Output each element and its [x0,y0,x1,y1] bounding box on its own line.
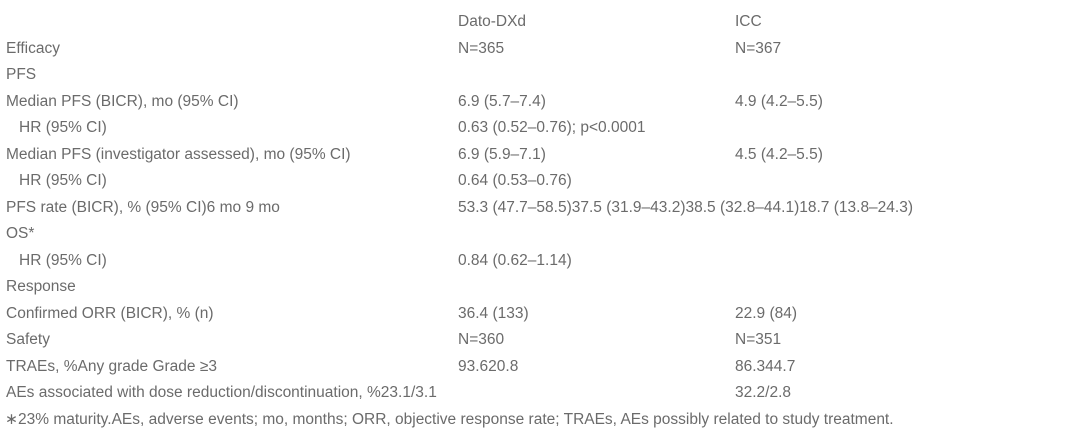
row-label: Response [6,278,76,295]
table-row-traes: TRAEs, %Any grade Grade ≥3 93.620.8 86.3… [0,354,1080,381]
value-icc: 86.344.7 [735,357,796,375]
table-row-hr-bicr: HR (95% CI) 0.63 (0.52–0.76); p<0.0001 [0,115,1080,142]
table-header-row: Dato-DXd ICC [0,9,1080,36]
value-icc: 4.9 (4.2–5.5) [735,92,823,110]
value-dato: 6.9 (5.7–7.4) [458,92,546,110]
row-label: PFS rate (BICR), % (95% CI)6 mo 9 mo [6,198,280,216]
table-row-median-pfs-investigator: Median PFS (investigator assessed), mo (… [0,142,1080,169]
value-dato: 36.4 (133) [458,304,529,322]
row-label: HR (95% CI) [19,251,107,269]
table-row-response-section: Response [0,274,1080,301]
column-header-dato-dxd: Dato-DXd [458,13,527,30]
value-icc: 4.5 (4.2–5.5) [735,145,823,163]
footnote: ∗23% maturity.AEs, adverse events; mo, m… [5,410,894,428]
row-label: HR (95% CI) [19,119,107,136]
value-icc: 32.2/2.8 [735,384,792,401]
value-dato: 0.84 (0.62–1.14) [458,251,572,269]
value-dato: 93.620.8 [458,357,519,375]
table-row-pfs-rate: PFS rate (BICR), % (95% CI)6 mo 9 mo 53.… [0,195,1080,222]
value-icc: N=351 [735,331,782,348]
value-dato: 0.64 (0.53–0.76) [458,172,572,189]
value-dato: 6.9 (5.9–7.1) [458,145,546,163]
row-label: Efficacy [6,39,60,57]
value-icc: 22.9 (84) [735,304,798,322]
row-label: Confirmed ORR (BICR), % (n) [6,304,214,322]
row-label: Safety [6,331,50,348]
table-footnote-row: ∗23% maturity.AEs, adverse events; mo, m… [0,407,1080,434]
row-label: PFS [6,66,37,83]
row-label: OS* [6,225,35,242]
table-row-hr-investigator: HR (95% CI) 0.64 (0.53–0.76) [0,168,1080,195]
table-row-pfs-section: PFS [0,62,1080,89]
table-row-os-section: OS* [0,221,1080,248]
table-row-safety-section: Safety N=360 N=351 [0,327,1080,354]
row-label: Median PFS (investigator assessed), mo (… [6,145,351,163]
table-row-hr-os: HR (95% CI) 0.84 (0.62–1.14) [0,248,1080,275]
table-row-efficacy: Efficacy N=365 N=367 [0,36,1080,63]
column-header-icc: ICC [735,13,762,30]
value-icc: N=367 [735,39,782,57]
row-label: TRAEs, %Any grade Grade ≥3 [6,357,217,375]
row-label: Median PFS (BICR), mo (95% CI) [6,92,239,110]
value-dato: N=365 [458,39,505,57]
table-row-aes-dose-reduction: AEs associated with dose reduction/disco… [0,380,1080,407]
table-row-median-pfs-bicr: Median PFS (BICR), mo (95% CI) 6.9 (5.7–… [0,89,1080,116]
row-label: HR (95% CI) [19,172,107,189]
value-dato: 0.63 (0.52–0.76); p<0.0001 [458,119,646,136]
value-dato: 53.3 (47.7–58.5)37.5 (31.9–43.2)38.5 (32… [458,198,914,216]
table-row-confirmed-orr: Confirmed ORR (BICR), % (n) 36.4 (133) 2… [0,301,1080,328]
value-dato: N=360 [458,331,505,348]
row-label: AEs associated with dose reduction/disco… [6,384,437,401]
